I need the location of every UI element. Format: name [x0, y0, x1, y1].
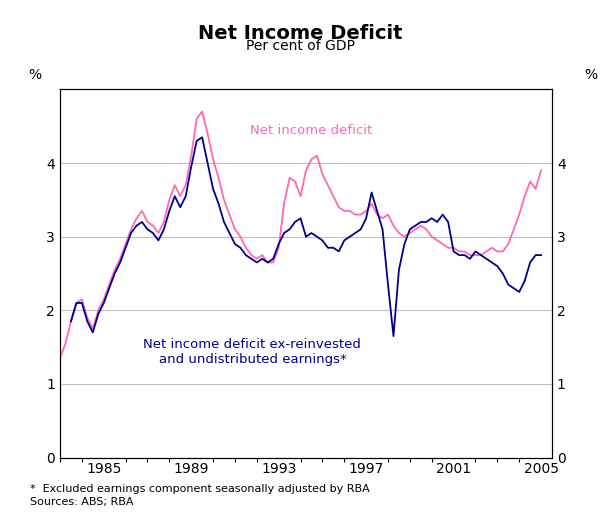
- Text: Net Income Deficit: Net Income Deficit: [198, 24, 402, 43]
- Text: *  Excluded earnings component seasonally adjusted by RBA: * Excluded earnings component seasonally…: [30, 484, 370, 494]
- Text: Net income deficit: Net income deficit: [250, 124, 373, 137]
- Text: %: %: [28, 68, 41, 82]
- Text: Per cent of GDP: Per cent of GDP: [245, 39, 355, 54]
- Text: Net income deficit ex-reinvested
and undistributed earnings*: Net income deficit ex-reinvested and und…: [143, 338, 361, 366]
- Text: %: %: [584, 68, 597, 82]
- Text: Sources: ABS; RBA: Sources: ABS; RBA: [30, 497, 133, 507]
